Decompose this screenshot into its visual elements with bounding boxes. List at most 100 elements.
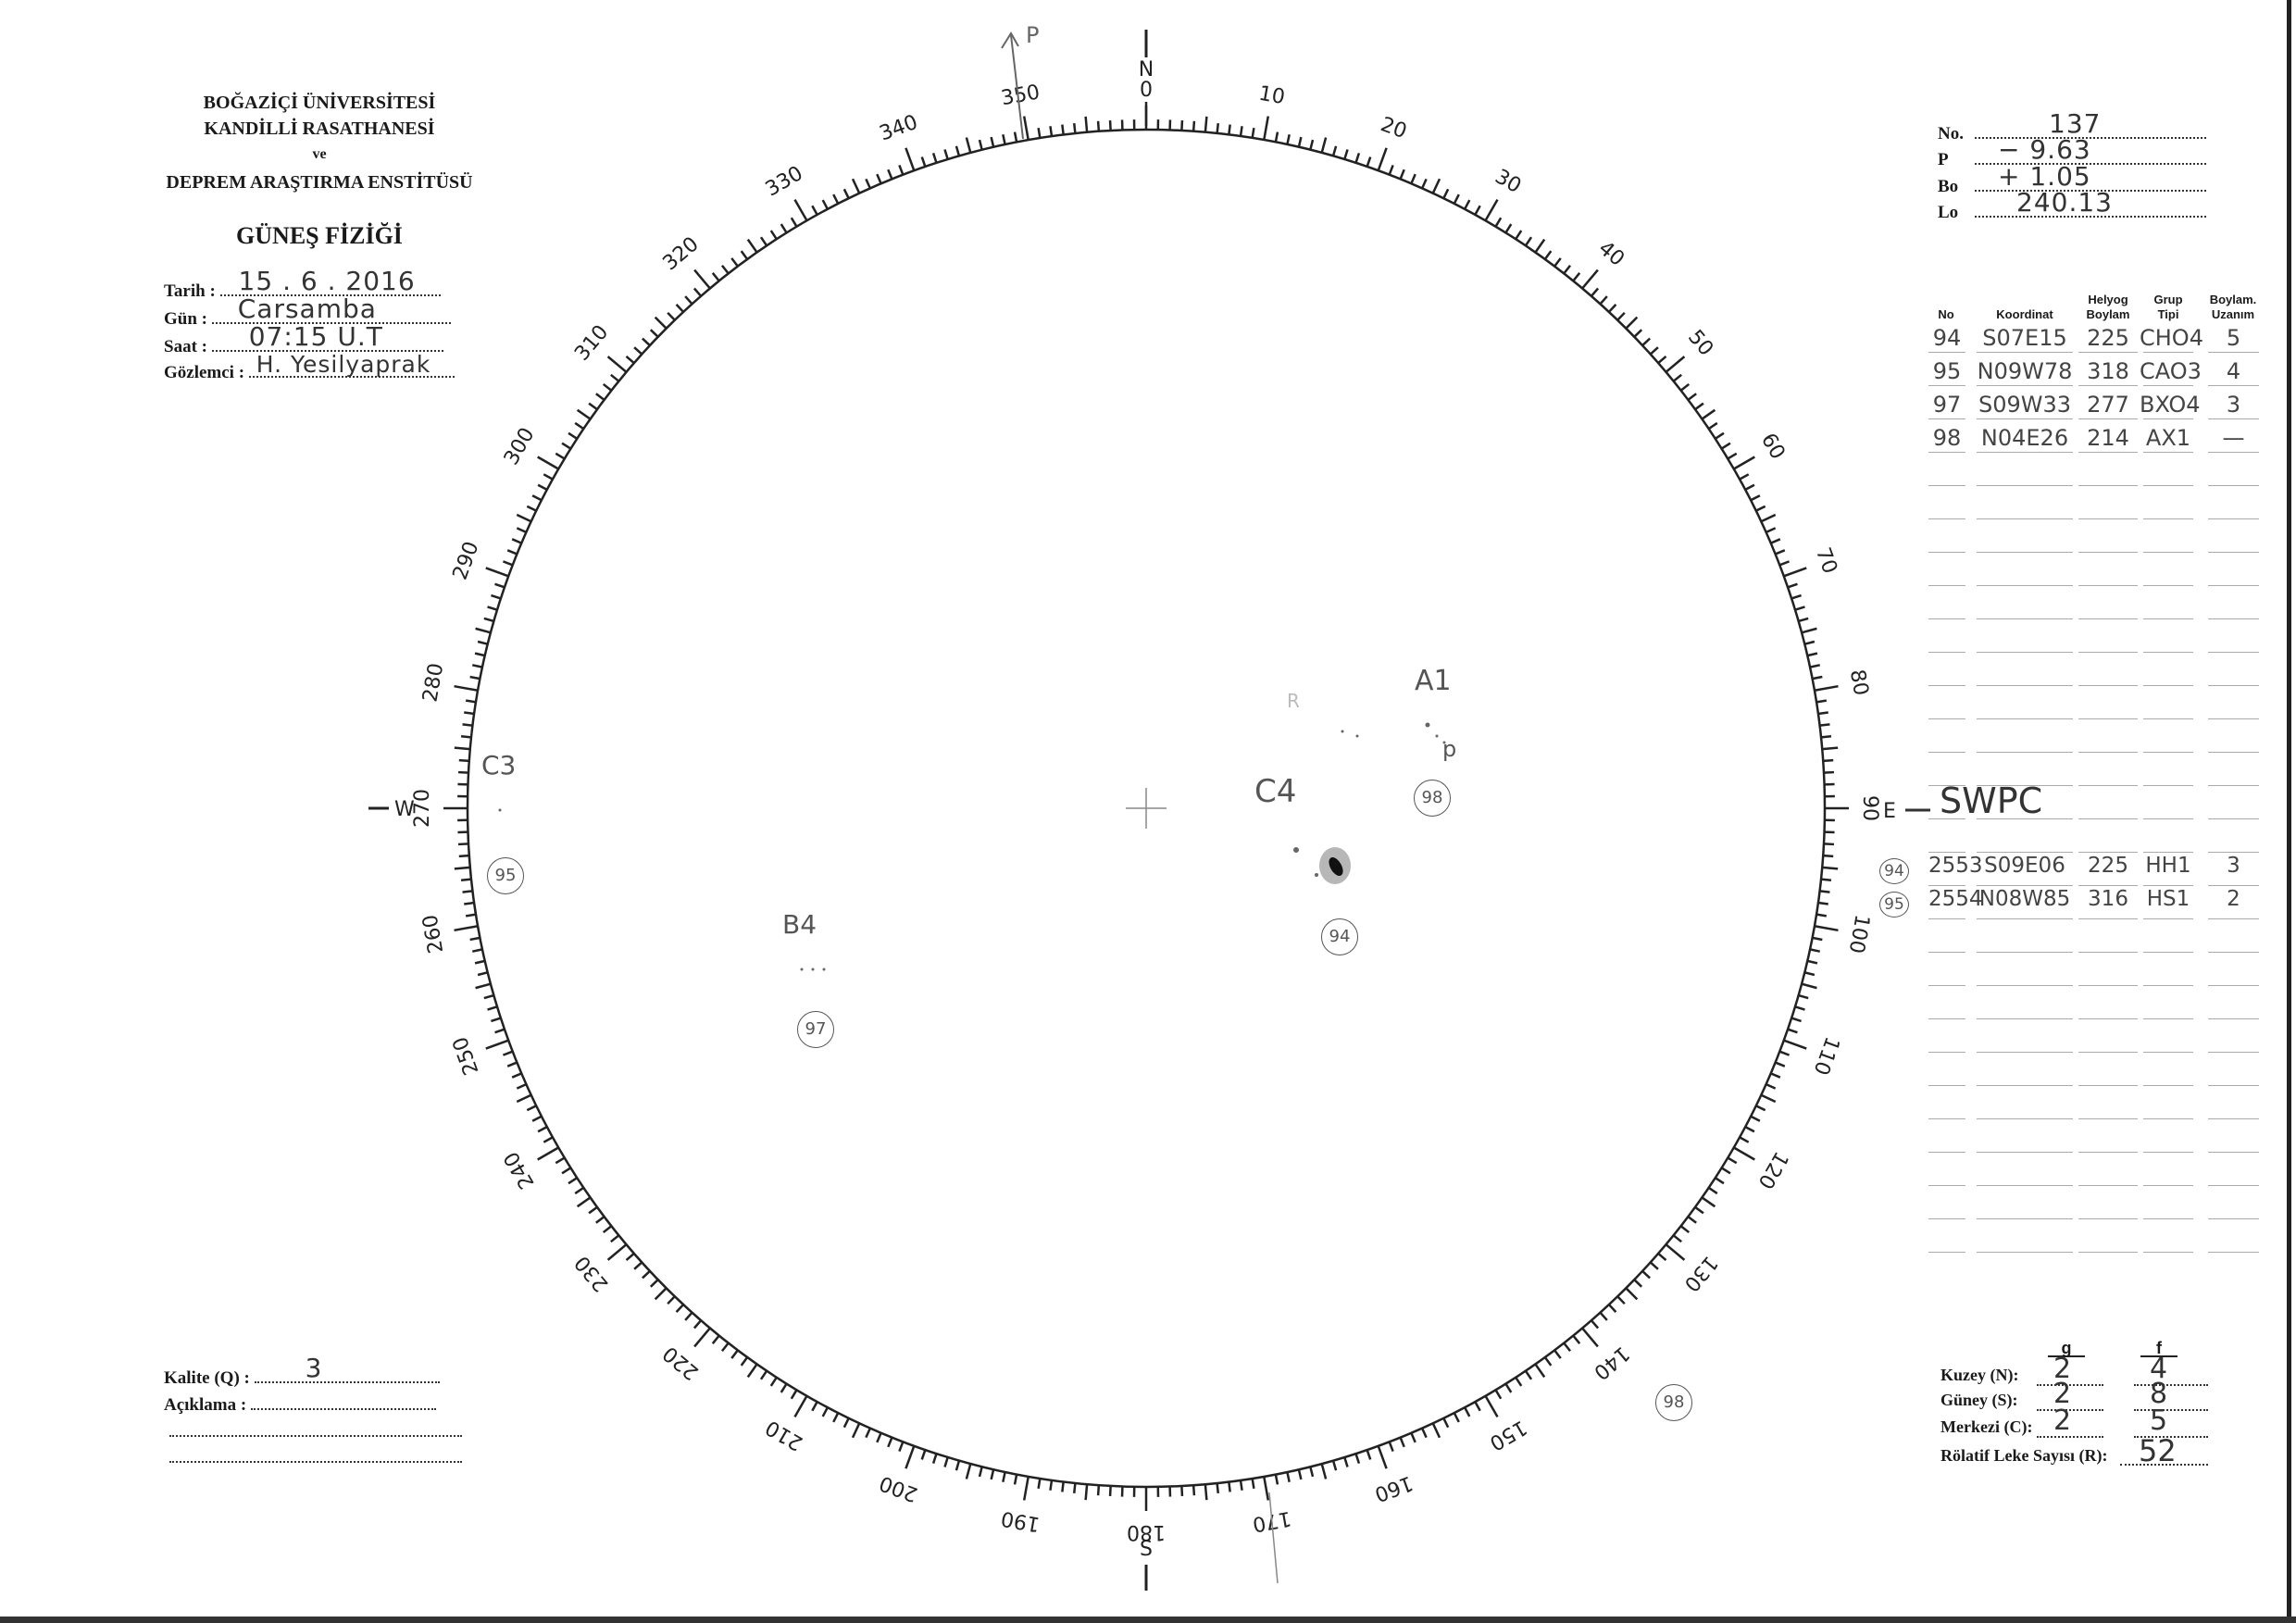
- dial-tick: [931, 153, 938, 164]
- dial-tick: [602, 382, 613, 392]
- dial-tick: [769, 230, 778, 240]
- dial-tick: [1420, 1428, 1428, 1439]
- small-spot: [811, 968, 815, 971]
- circled-group-number: 94: [1879, 858, 1909, 884]
- dial-tick: [1204, 116, 1208, 132]
- table-row-line: [2078, 1018, 2138, 1019]
- dial-tick: [790, 217, 798, 228]
- aciklama-line: [169, 1444, 462, 1463]
- dial-tick: [475, 627, 492, 634]
- dial-tick: [487, 606, 498, 611]
- dial-label: 100: [1844, 913, 1874, 955]
- dial-label: 30: [1491, 165, 1525, 198]
- dial-tick: [711, 272, 720, 282]
- dial-tick: [1096, 120, 1101, 131]
- dial-tick: [1504, 223, 1513, 234]
- dial-tick: [1072, 1482, 1077, 1494]
- dial-tick: [610, 373, 620, 382]
- table-row-line: [2208, 1018, 2259, 1019]
- dial-tick: [483, 617, 494, 623]
- dial-tick: [649, 329, 659, 338]
- circled-group-number: 94: [1321, 918, 1358, 955]
- dial-tick: [1783, 567, 1807, 578]
- dial-tick: [543, 1136, 554, 1143]
- table-row-line: [2208, 1185, 2259, 1186]
- dial-tick: [1791, 1017, 1802, 1023]
- table-row-line: [2143, 952, 2193, 953]
- table-cell: BXO4: [2140, 392, 2201, 418]
- dial-tick: [531, 494, 543, 502]
- dial-tick: [876, 173, 882, 184]
- dial-tick: [931, 1453, 938, 1464]
- dial-tick: [1049, 126, 1054, 137]
- dial-tick: [1543, 250, 1553, 260]
- table-cell: —: [2222, 425, 2245, 451]
- dial-tick: [1770, 1072, 1781, 1079]
- dial-tick: [654, 1287, 668, 1301]
- table-row-line: [2078, 952, 2138, 953]
- dial-tick: [1204, 1484, 1208, 1501]
- dial-tick: [693, 1319, 703, 1330]
- dial-label: 260: [418, 913, 448, 955]
- col-header-koordinat: Koordinat: [1996, 307, 2053, 321]
- dial-tick: [574, 1186, 585, 1195]
- table-row-line: [2078, 785, 2138, 786]
- dial-label: 140: [1589, 1342, 1633, 1384]
- dial-tick: [898, 164, 905, 176]
- table-row-line: [1977, 952, 2073, 953]
- dial-tick: [1649, 1261, 1659, 1270]
- dial-tick: [1320, 1463, 1328, 1479]
- dial-tick: [1625, 1287, 1639, 1301]
- count-dots: [2037, 1392, 2103, 1411]
- dial-tick: [1657, 355, 1667, 365]
- dial-tick: [1494, 1389, 1503, 1400]
- table-row-line: [1977, 818, 2073, 819]
- lo-field: Lo 240.13: [1938, 187, 2206, 223]
- dial-tick: [1733, 1146, 1755, 1161]
- dial-label: 200: [877, 1470, 921, 1505]
- table-row-line: [2143, 518, 2193, 519]
- dial-tick: [1819, 723, 1830, 727]
- dial-tick: [1733, 456, 1755, 470]
- table-row-line: [2208, 352, 2259, 353]
- dial-tick: [487, 1005, 498, 1011]
- dial-tick: [1727, 452, 1738, 460]
- col-header-grup: Grup Tipi: [2153, 293, 2183, 321]
- dial-tick: [1739, 1136, 1750, 1143]
- dial-tick: [1354, 153, 1361, 164]
- table-cell: 277: [2087, 392, 2129, 418]
- dial-tick: [1431, 1422, 1441, 1439]
- table-row-line: [2208, 618, 2259, 619]
- table-row-line: [2078, 852, 2138, 853]
- table-row-line: [2143, 785, 2193, 786]
- dial-tick: [555, 1156, 566, 1165]
- dial-tick: [1572, 1334, 1581, 1344]
- dial-tick: [516, 1082, 527, 1090]
- dial-tick: [506, 549, 518, 556]
- table-row-line: [1977, 718, 2073, 719]
- table-row-line: [2078, 452, 2138, 453]
- dial-tick: [516, 513, 532, 523]
- dial-tick: [1798, 993, 1809, 1000]
- dial-tick: [483, 993, 494, 1000]
- table-cell: S09W33: [1978, 392, 2072, 418]
- dial-tick: [1625, 316, 1639, 330]
- dial-label-zero: 0: [1140, 79, 1153, 102]
- dial-tick: [832, 1412, 840, 1423]
- dial-tick: [511, 1072, 522, 1079]
- dial-tick: [842, 1417, 850, 1429]
- table-row-line: [1977, 1218, 2073, 1219]
- table-row-line: [1977, 585, 2073, 586]
- table-row-line: [2208, 985, 2259, 986]
- scan-edge: [0, 1617, 2296, 1623]
- table-row-line: [1928, 752, 1965, 753]
- dial-tick: [1817, 901, 1828, 905]
- dial-tick: [1744, 483, 1755, 491]
- table-row-line: [2078, 1118, 2138, 1119]
- dial-tick: [1599, 295, 1608, 306]
- scan-edge: [2287, 0, 2291, 1623]
- table-row-line: [1977, 1018, 2073, 1019]
- sunspot-umbra: [1329, 857, 1343, 876]
- dial-tick: [1672, 1234, 1682, 1243]
- small-spot: [1315, 873, 1318, 877]
